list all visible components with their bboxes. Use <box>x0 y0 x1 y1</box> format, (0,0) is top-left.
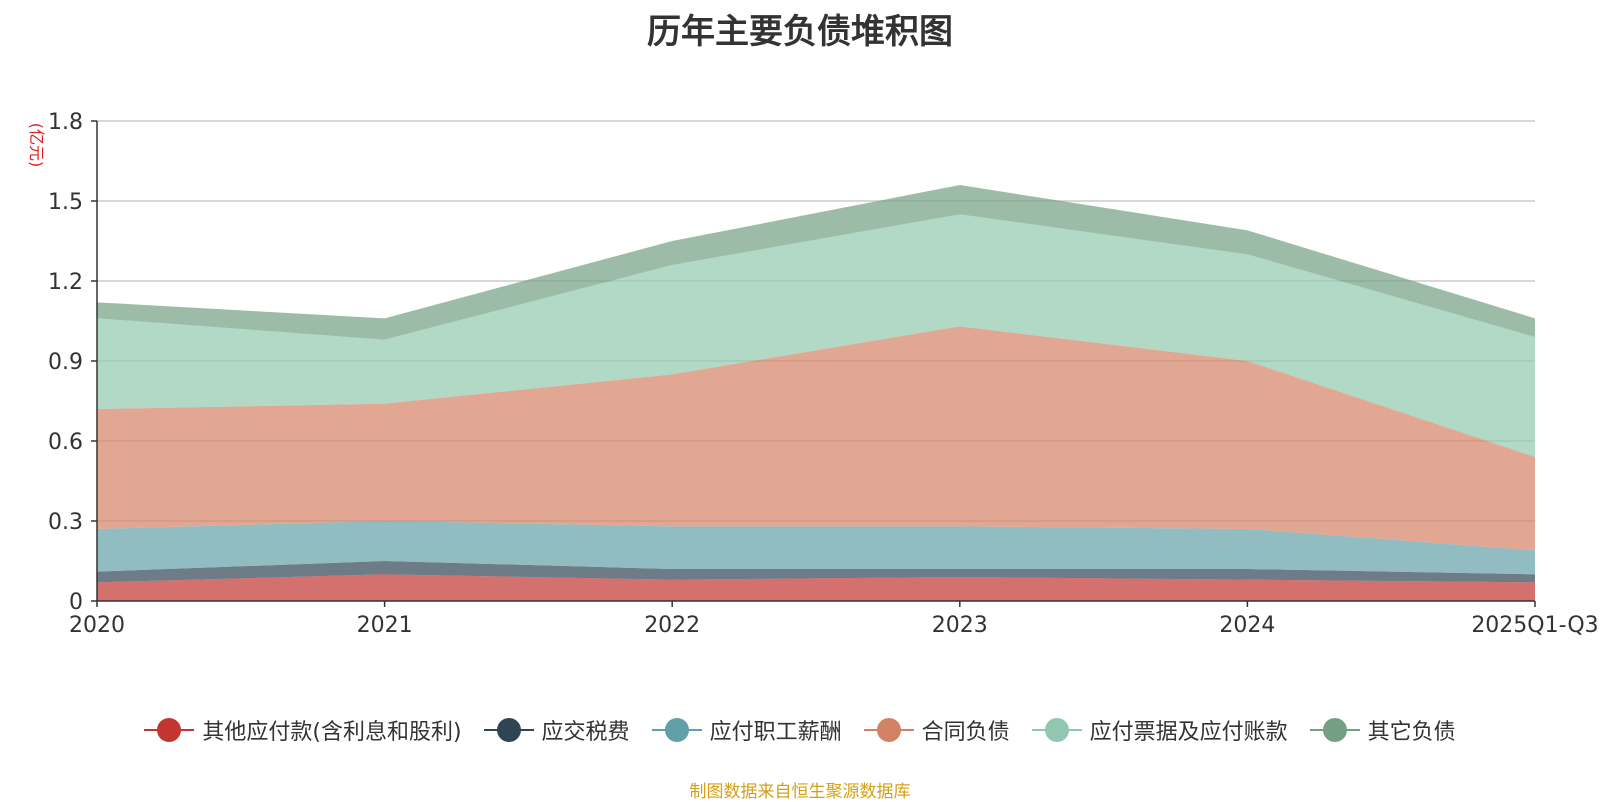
x-tick-label: 2025Q1-Q3 <box>1471 613 1598 638</box>
area-series-4 <box>97 326 1535 551</box>
area-series-3 <box>97 521 1535 575</box>
y-tick-label: 0.6 <box>48 430 83 455</box>
legend-label: 其他应付款(含利息和股利) <box>202 720 462 745</box>
x-tick-label: 2021 <box>357 613 413 638</box>
legend-item[interactable]: 其他应付款(含利息和股利) <box>144 714 462 746</box>
x-tick-labels: 2020 2021 2022 2023 2024 2025Q1-Q3 <box>69 601 1599 638</box>
legend-marker-icon <box>651 718 702 742</box>
x-tick-label: 2024 <box>1219 613 1275 638</box>
legend-label: 应付票据及应付账款 <box>1089 720 1288 745</box>
area-series-1 <box>97 574 1535 601</box>
area-series-6 <box>97 185 1535 340</box>
legend-item[interactable]: 应付职工薪酬 <box>651 714 842 746</box>
area-series-5 <box>97 214 1535 457</box>
y-tick-label: 1.5 <box>48 190 83 215</box>
legend-item[interactable]: 应交税费 <box>483 714 630 746</box>
y-tick-label: 0 <box>69 590 83 615</box>
legend-marker-icon <box>1309 718 1360 742</box>
y-tick-label: 0.9 <box>48 350 83 375</box>
x-tick-label: 2020 <box>69 613 125 638</box>
legend: 其他应付款(含利息和股利) 应交税费 应付职工薪酬 合同负债 应付票据及应付账款 其它负债 <box>0 714 1600 746</box>
y-tick-label: 1.2 <box>48 270 83 295</box>
x-tick-label: 2022 <box>644 613 700 638</box>
legend-marker-icon <box>863 718 914 742</box>
x-tick-label: 2023 <box>932 613 988 638</box>
area-chart: 0 0.3 0.6 0.9 1.2 1.5 1.8 2020 2021 2022 2023 2024… <box>27 110 1599 638</box>
legend-marker-icon <box>483 718 534 742</box>
legend-label: 其它负债 <box>1367 720 1456 745</box>
legend-marker-icon <box>1031 718 1082 742</box>
y-tick-label: 1.8 <box>48 110 83 135</box>
source-note: 制图数据来自恒生聚源数据库 <box>689 782 911 802</box>
y-tick-labels: 0 0.3 0.6 0.9 1.2 1.5 1.8 <box>48 110 97 615</box>
legend-marker-icon <box>144 718 195 742</box>
legend-label: 合同负债 <box>921 720 1010 745</box>
chart-title: 历年主要负债堆积图 <box>647 12 953 52</box>
legend-label: 应付职工薪酬 <box>709 720 842 745</box>
legend-item[interactable]: 应付票据及应付账款 <box>1031 714 1288 746</box>
series-areas <box>97 185 1535 601</box>
area-series-2 <box>97 561 1535 583</box>
legend-item[interactable]: 其它负债 <box>1309 714 1456 746</box>
legend-item[interactable]: 合同负债 <box>863 714 1010 746</box>
y-tick-label: 0.3 <box>48 510 83 535</box>
y-axis-label: (亿元) <box>27 123 46 168</box>
legend-label: 应交税费 <box>541 720 630 745</box>
